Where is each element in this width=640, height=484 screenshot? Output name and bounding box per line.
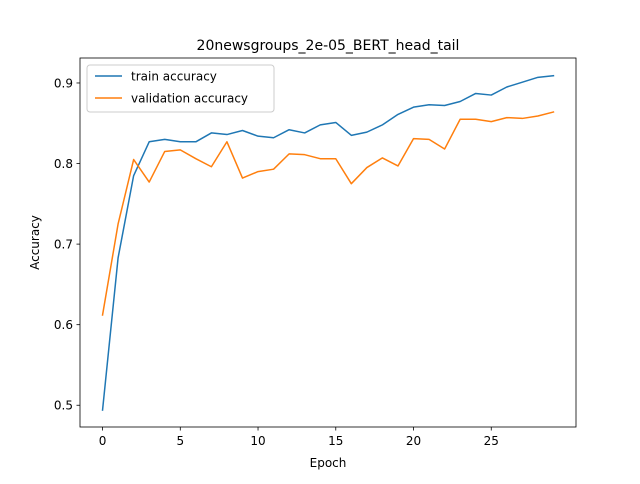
y-tick-label: 0.5 [54, 399, 73, 413]
legend-label-train: train accuracy [131, 70, 217, 84]
series-line-validation-accuracy [101, 111, 555, 316]
legend: train accuracy validation accuracy [86, 64, 275, 113]
x-tick-label: 20 [406, 434, 421, 448]
y-tick-label: 0.7 [54, 237, 73, 251]
legend-label-validation: validation accuracy [131, 92, 248, 106]
series-layer [101, 74, 555, 411]
y-tick-label: 0.6 [54, 318, 73, 332]
x-tick-label: 5 [176, 434, 184, 448]
y-axis-ticks: 0.5 0.6 0.7 0.8 0.9 [54, 76, 80, 413]
x-tick-label: 15 [328, 434, 343, 448]
x-axis-ticks: 0 5 10 15 20 25 [99, 427, 499, 448]
x-axis-label: Epoch [310, 456, 347, 470]
y-tick-label: 0.8 [54, 157, 73, 171]
series-line-train-accuracy [101, 74, 555, 411]
x-tick-label: 10 [250, 434, 265, 448]
chart-title: 20newsgroups_2e-05_BERT_head_tail [197, 38, 460, 54]
axes-frame [79, 57, 577, 428]
x-tick-label: 0 [99, 434, 107, 448]
y-axis-label: Accuracy [28, 215, 42, 270]
x-tick-label: 25 [484, 434, 499, 448]
y-tick-label: 0.9 [54, 76, 73, 90]
legend-box [86, 64, 275, 113]
plot-area [80, 58, 576, 427]
